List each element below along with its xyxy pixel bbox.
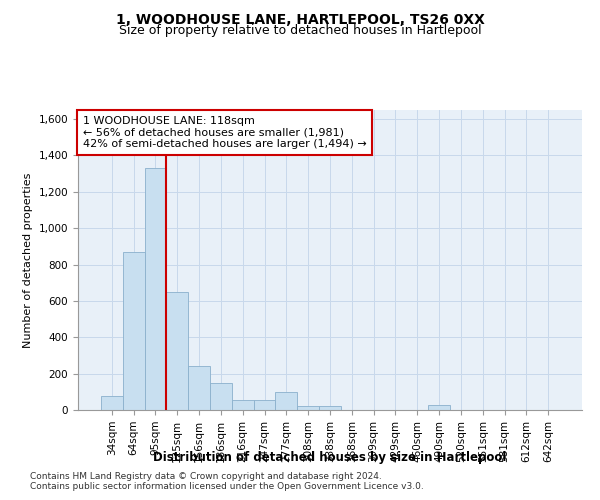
Text: Size of property relative to detached houses in Hartlepool: Size of property relative to detached ho… [119,24,481,37]
Text: 1 WOODHOUSE LANE: 118sqm
← 56% of detached houses are smaller (1,981)
42% of sem: 1 WOODHOUSE LANE: 118sqm ← 56% of detach… [83,116,367,149]
Bar [428,404,450,410]
Bar [166,292,188,410]
Text: Distribution of detached houses by size in Hartlepool: Distribution of detached houses by size … [154,451,506,464]
Bar [101,396,123,410]
Text: Contains HM Land Registry data © Crown copyright and database right 2024.: Contains HM Land Registry data © Crown c… [30,472,382,481]
Bar [254,400,275,410]
Bar [297,406,319,410]
Bar [145,168,166,410]
Bar [232,400,254,410]
Bar [275,392,297,410]
Bar [188,366,210,410]
Bar [319,406,341,410]
Text: 1, WOODHOUSE LANE, HARTLEPOOL, TS26 0XX: 1, WOODHOUSE LANE, HARTLEPOOL, TS26 0XX [116,12,484,26]
Text: Contains public sector information licensed under the Open Government Licence v3: Contains public sector information licen… [30,482,424,491]
Bar [123,252,145,410]
Y-axis label: Number of detached properties: Number of detached properties [23,172,33,348]
Bar [210,382,232,410]
